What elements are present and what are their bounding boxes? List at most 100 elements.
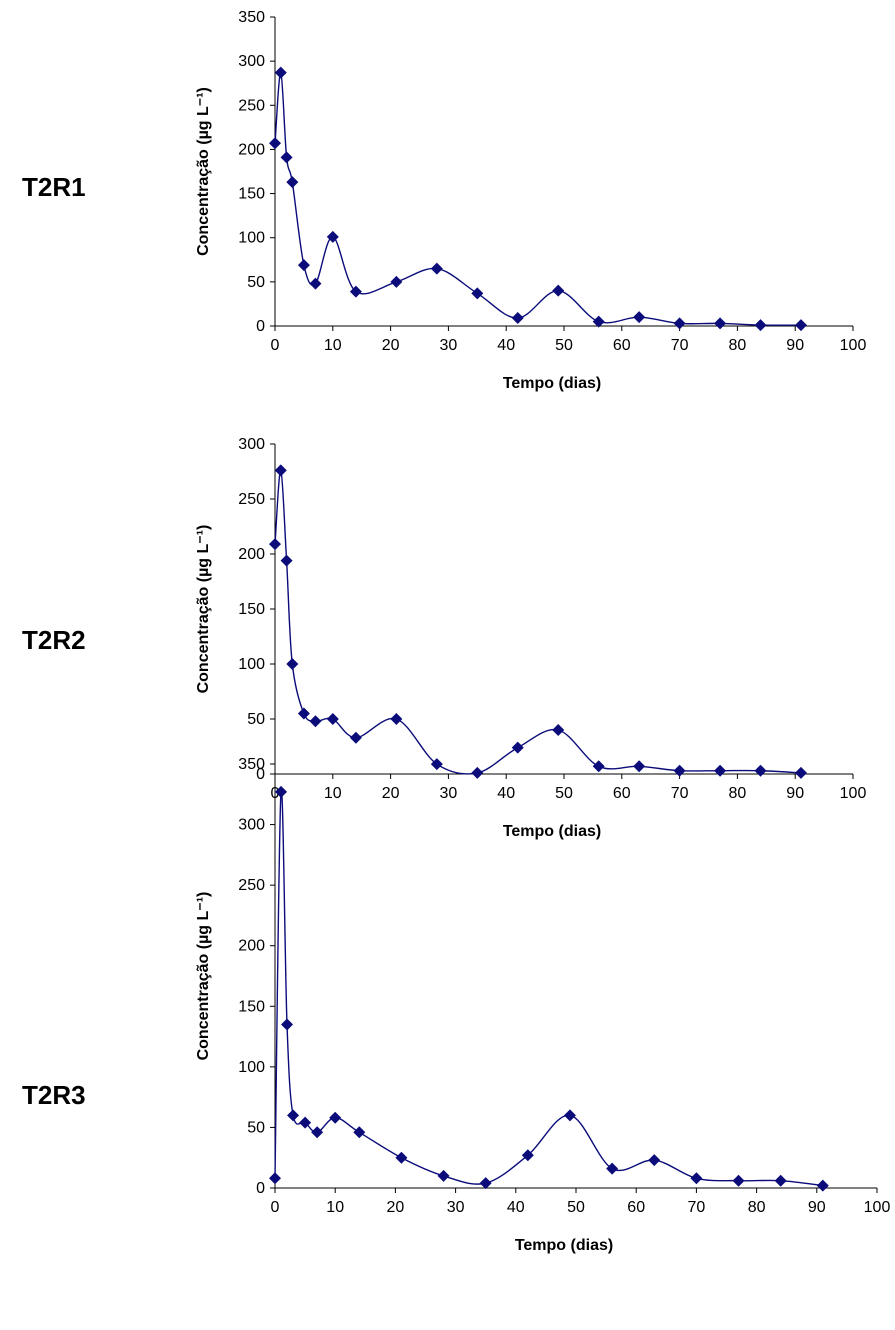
x-tick-label: 70: [671, 785, 689, 802]
data-point-marker: [633, 311, 646, 324]
y-tick-label: 300: [238, 817, 265, 834]
data-point-marker: [326, 230, 339, 243]
panel-label: T2R1: [22, 172, 86, 202]
data-point-marker: [353, 1126, 366, 1139]
x-tick-label: 0: [271, 337, 280, 354]
chart-panel-t2r1: T2R1 0 50 100 150 200 250 300 350 0 10 20 30 40 50 60 7…: [0, 0, 895, 410]
y-tick-label: 150: [238, 998, 265, 1015]
data-point-marker: [511, 741, 524, 754]
data-point-marker: [648, 1154, 661, 1167]
x-tick-label: 40: [507, 1199, 525, 1216]
data-point-marker: [794, 766, 807, 779]
data-point-marker: [287, 1109, 300, 1122]
x-tick-label: 20: [382, 785, 400, 802]
data-point-marker: [430, 758, 443, 771]
y-tick-label: 200: [238, 938, 265, 955]
y-tick-label: 0: [256, 1180, 265, 1197]
data-point-marker: [521, 1149, 534, 1162]
data-point-marker: [274, 66, 287, 79]
data-point-marker: [732, 1174, 745, 1187]
y-tick-label: 300: [238, 436, 265, 453]
y-tick-label: 250: [238, 491, 265, 508]
data-point-marker: [281, 1018, 294, 1031]
data-point-marker: [714, 317, 727, 330]
x-axis-title: Tempo (dias): [503, 375, 601, 392]
x-tick-label: 80: [729, 337, 747, 354]
data-point-marker: [430, 262, 443, 275]
y-tick-label: 50: [247, 711, 265, 728]
x-tick-label: 60: [613, 785, 631, 802]
data-point-marker: [714, 764, 727, 777]
data-point-marker: [329, 1111, 342, 1124]
data-point-marker: [633, 760, 646, 773]
data-point-marker: [269, 137, 281, 150]
y-tick-label: 250: [238, 97, 265, 114]
chart-panel-t2r3: T2R3 0 50 100 150 200 250 300 350 0 10 20 30 40 50 60 7…: [0, 750, 895, 1310]
x-tick-label: 60: [627, 1199, 645, 1216]
data-point-marker: [269, 538, 281, 551]
data-point-marker: [349, 731, 362, 744]
x-tick-label: 90: [786, 785, 804, 802]
y-tick-label: 300: [238, 53, 265, 70]
x-tick-label: 40: [497, 337, 515, 354]
x-tick-label: 100: [840, 785, 867, 802]
data-point-marker: [592, 760, 605, 773]
x-tick-label: 100: [840, 337, 867, 354]
x-tick-label: 10: [324, 785, 342, 802]
x-tick-label: 30: [447, 1199, 465, 1216]
x-tick-label: 50: [555, 785, 573, 802]
data-point-marker: [297, 259, 310, 272]
data-point-marker: [552, 284, 565, 297]
series-line: [274, 788, 823, 1187]
data-point-marker: [390, 713, 403, 725]
x-tick-label: 40: [497, 785, 515, 802]
x-tick-label: 10: [324, 337, 342, 354]
y-axis-title: Concentração (µg L⁻¹): [195, 525, 212, 694]
data-point-marker: [471, 287, 484, 300]
data-point-marker: [673, 317, 686, 330]
y-tick-label: 0: [256, 318, 265, 335]
x-tick-label: 20: [387, 1199, 405, 1216]
data-point-marker: [286, 658, 299, 670]
line-chart-t2r1: 0 50 100 150 200 250 300 350 0 10 20 30 40 50 60 70 80 90…: [195, 9, 867, 392]
data-point-marker: [349, 285, 362, 298]
x-tick-label: 20: [382, 337, 400, 354]
x-tick-label: 10: [326, 1199, 344, 1216]
data-point-marker: [774, 1174, 787, 1187]
data-point-marker: [690, 1172, 703, 1185]
series-line: [274, 71, 802, 326]
x-axis-title: Tempo (dias): [503, 823, 601, 840]
x-tick-label: 80: [748, 1199, 766, 1216]
panel-label: T2R2: [22, 625, 86, 655]
data-point-marker: [754, 764, 767, 777]
y-tick-label: 150: [238, 601, 265, 618]
data-point-marker: [299, 1116, 312, 1129]
y-tick-label: 150: [238, 186, 265, 203]
data-point-marker: [794, 319, 807, 332]
data-point-marker: [606, 1162, 619, 1175]
data-point-marker: [471, 766, 484, 779]
y-tick-label: 50: [247, 274, 265, 291]
y-tick-label: 100: [238, 1059, 265, 1076]
data-point-marker: [309, 277, 322, 290]
data-point-marker: [280, 151, 293, 164]
x-tick-label: 90: [808, 1199, 826, 1216]
data-point-marker: [511, 312, 524, 325]
data-point-marker: [754, 319, 767, 332]
y-tick-label: 200: [238, 141, 265, 158]
data-point-marker: [326, 713, 339, 725]
x-tick-label: 70: [671, 337, 689, 354]
x-tick-label: 100: [864, 1199, 891, 1216]
x-tick-label: 70: [688, 1199, 706, 1216]
x-tick-label: 30: [440, 785, 458, 802]
x-tick-label: 0: [271, 1199, 280, 1216]
y-tick-label: 50: [247, 1119, 265, 1136]
x-axis-title: Tempo (dias): [515, 1237, 613, 1254]
x-tick-label: 90: [786, 337, 804, 354]
data-point-marker: [275, 785, 288, 798]
y-axis-title: Concentração (µg L⁻¹): [195, 892, 212, 1061]
data-point-marker: [311, 1126, 324, 1139]
data-point-marker: [297, 707, 310, 720]
data-point-marker: [437, 1169, 450, 1182]
